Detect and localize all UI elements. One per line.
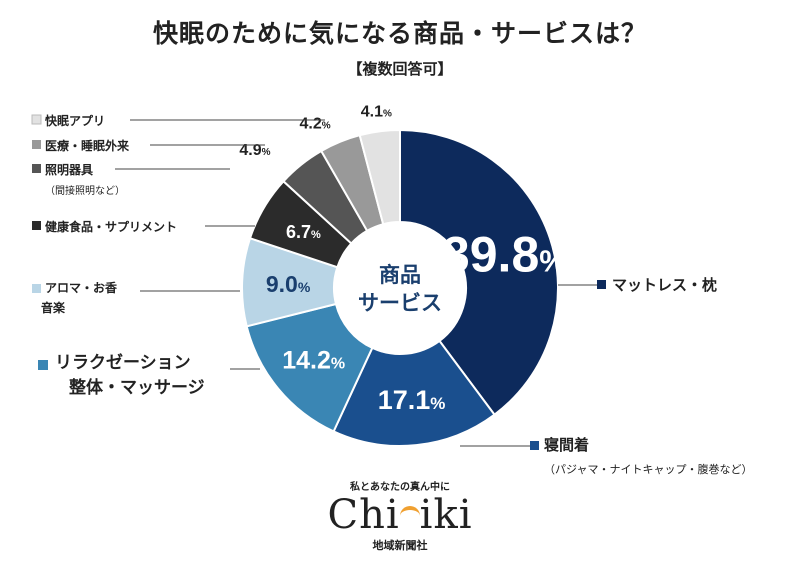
- category-note-2: （パジャマ・ナイトキャップ・腹巻など）: [544, 462, 752, 476]
- legend-marker-7: [32, 140, 41, 149]
- category-label-3: リラクゼーション整体・マッサージ: [55, 352, 205, 398]
- slice-value-label-3: 14.2%: [282, 346, 345, 374]
- legend-marker-5: [32, 221, 41, 230]
- logo-company: 地域新聞社: [372, 539, 428, 552]
- legend-marker-4: [32, 284, 41, 293]
- slice-value-label-5: 6.7%: [286, 222, 321, 242]
- category-label-8: 快眠アプリ: [45, 113, 105, 128]
- slice-value-label-7: 4.2%: [300, 116, 331, 133]
- logo-wordmark: Chi iki: [327, 492, 473, 538]
- slice-value-label-4: 9.0%: [266, 271, 311, 297]
- category-label-7: 医療・睡眠外来: [45, 138, 130, 153]
- category-label-6: 照明器具: [45, 162, 93, 177]
- legend-marker-8: [31, 114, 42, 125]
- center-label-line-1: 商品: [379, 263, 421, 287]
- legend-marker-3: [38, 360, 48, 370]
- slice-value-label-8: 4.1%: [361, 103, 392, 120]
- category-note-6: （間接照明など）: [45, 184, 125, 197]
- logo-tagline: 私とあなたの真ん中に: [350, 482, 450, 493]
- center-label-line-2: サービス: [358, 291, 442, 315]
- legend-marker-6: [32, 164, 41, 173]
- legend-marker-2: [530, 441, 539, 450]
- slice-value-label-2: 17.1%: [378, 385, 446, 415]
- pie-slice-8: [358, 128, 401, 226]
- slice-value-label-1: 39.8%: [442, 226, 567, 282]
- logo-arc-icon: [399, 506, 420, 522]
- chart-title: 快眠のために気になる商品・サービスは？: [152, 19, 647, 48]
- slice-value-label-6: 4.9%: [239, 142, 270, 159]
- logo: 私とあなたの真ん中に Chi iki 地域新聞社: [300, 478, 500, 553]
- legend-marker-1: [597, 280, 606, 289]
- category-label-1: マットレス・枕: [612, 276, 717, 294]
- pie-slice-2: [332, 339, 496, 447]
- pie-slice-1: [399, 128, 559, 417]
- chart-subtitle: 【複数回答可】: [347, 60, 453, 78]
- category-label-2: 寝間着: [544, 436, 589, 454]
- category-label-5: 健康食品・サプリメント: [45, 219, 177, 234]
- pie-slice-3: [245, 302, 374, 433]
- category-label-4: アロマ・お香音楽: [41, 280, 117, 315]
